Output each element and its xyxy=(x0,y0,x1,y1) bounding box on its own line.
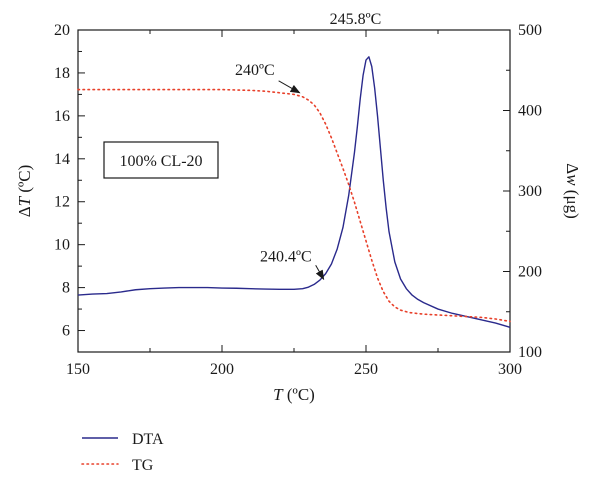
left-y-axis-ticks: 6 8 10 12 14 16 18 20 xyxy=(54,22,85,353)
right-y-axis-title: Δw (μg) xyxy=(563,163,582,218)
annotation-label: 240.4ºC xyxy=(260,248,312,265)
series-line-tg xyxy=(77,88,511,323)
sample-label-frame xyxy=(103,141,219,179)
left-y-tick-label: 10 xyxy=(54,237,70,254)
left-y-tick-label: 16 xyxy=(54,108,70,125)
right-y-axis-ticks: 100 200 300 400 500 xyxy=(503,22,542,361)
legend-label-dta: DTA xyxy=(132,431,164,448)
right-y-tick-label: 400 xyxy=(518,103,542,120)
left-y-tick-label: 12 xyxy=(54,194,70,211)
sample-label-box: 100% CL-20 xyxy=(103,141,219,179)
x-tick-label: 250 xyxy=(354,361,378,378)
left-y-axis-title: ΔT (ºC) xyxy=(15,165,34,218)
x-axis-title: T (ºC) xyxy=(273,385,315,404)
left-y-tick-label: 6 xyxy=(62,323,70,340)
annotation-label: 240ºC xyxy=(235,62,275,79)
series-line-dta xyxy=(77,56,511,328)
series-layer xyxy=(77,56,511,328)
annotation-arrow xyxy=(278,80,301,94)
annotation-label: 245.8ºC xyxy=(330,11,382,28)
plot-frame xyxy=(77,29,511,353)
x-tick-label: 200 xyxy=(210,361,234,378)
annotation-arrow xyxy=(315,265,325,281)
sample-label-text: 100% CL-20 xyxy=(119,153,202,170)
x-tick-label: 150 xyxy=(66,361,90,378)
left-y-tick-label: 14 xyxy=(54,151,70,168)
left-y-tick-label: 20 xyxy=(54,22,70,39)
left-y-tick-label: 18 xyxy=(54,65,70,82)
legend: DTA TG xyxy=(81,431,164,474)
right-y-tick-label: 500 xyxy=(518,22,542,39)
right-y-tick-label: 200 xyxy=(518,264,542,281)
x-axis-ticks: 150 200 250 300 xyxy=(66,30,522,378)
left-y-tick-label: 8 xyxy=(62,280,70,297)
x-tick-label: 300 xyxy=(498,361,522,378)
right-y-tick-label: 100 xyxy=(518,344,542,361)
right-y-tick-label: 300 xyxy=(518,183,542,200)
annotation-layer: 245.8ºC 240ºC 240.4ºC xyxy=(235,11,382,281)
legend-label-tg: TG xyxy=(132,457,154,474)
